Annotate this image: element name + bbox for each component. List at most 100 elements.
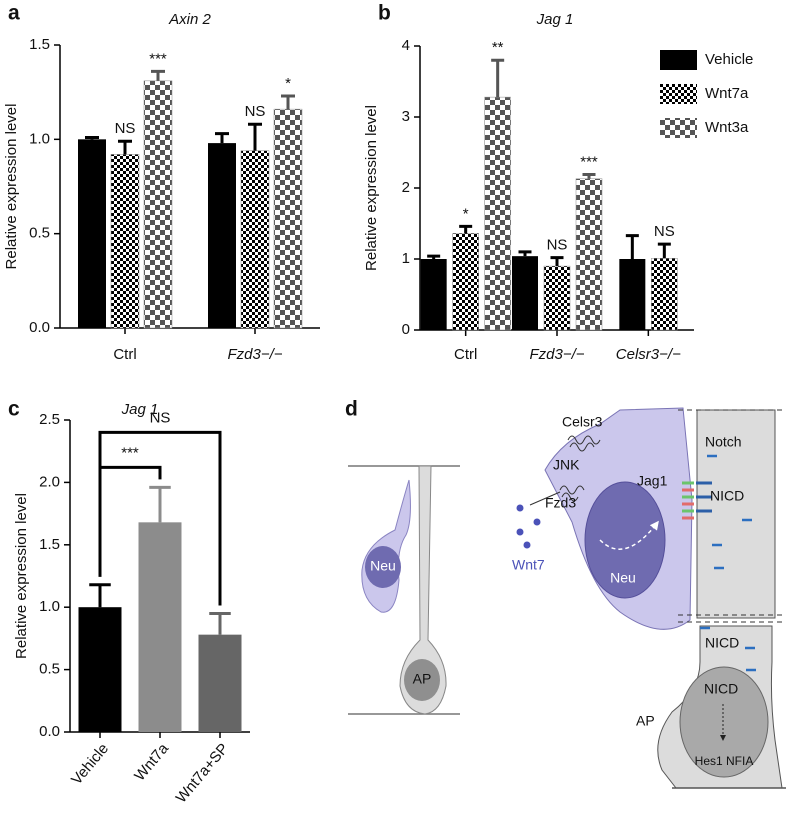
- x-tick-label: Wnt7a: [131, 740, 172, 785]
- bar: [273, 108, 303, 329]
- y-tick-label: 0: [402, 321, 410, 338]
- error-bar: [215, 132, 229, 144]
- receptors: [682, 481, 712, 520]
- bar: [78, 139, 106, 328]
- panel-letter: c: [8, 398, 20, 421]
- x-tick-label: Vehicle: [68, 740, 112, 788]
- nucleus: [679, 666, 769, 778]
- significance: NS: [547, 237, 568, 254]
- label: NICD: [704, 681, 738, 697]
- error-bar: [151, 69, 165, 81]
- y-tick-label: 1.5: [39, 536, 60, 553]
- panel-letter: d: [345, 398, 358, 421]
- legend-label: Wnt7a: [705, 85, 749, 102]
- bar: [138, 522, 182, 732]
- legend-swatch: [660, 84, 697, 104]
- y-tick-label: 0.0: [39, 723, 60, 740]
- error-bar: [491, 58, 505, 98]
- label: AP: [636, 713, 655, 729]
- error-bar: [209, 611, 231, 635]
- legend-label: Wnt3a: [705, 119, 749, 136]
- diagram: d AP Neu Celsr3 JNK Jag1 Notch NICD Fzd3…: [345, 398, 786, 789]
- significance: NS: [245, 103, 266, 120]
- comparison-label: ***: [121, 444, 139, 461]
- error-bar: [248, 122, 262, 151]
- progenitor-process: [696, 409, 776, 619]
- label: Notch: [705, 434, 742, 450]
- x-tick-label: Celsr3−/−: [616, 346, 681, 363]
- bar: [420, 259, 447, 330]
- error-bar: [459, 224, 473, 234]
- label: Celsr3: [562, 414, 603, 430]
- y-tick-label: 3: [402, 108, 410, 125]
- y-tick-label: 0.5: [29, 225, 50, 242]
- error-bar: [118, 139, 132, 155]
- y-tick-label: 4: [402, 37, 410, 54]
- chart-title: Axin 2: [168, 11, 211, 28]
- label: JNK: [553, 457, 580, 473]
- error-bar: [89, 583, 111, 608]
- chart-title: Jag 1: [536, 11, 574, 28]
- significance: NS: [115, 120, 136, 137]
- bar: [452, 233, 479, 331]
- nucleus: [365, 546, 401, 588]
- wnt-dots: [516, 504, 541, 549]
- label: Fzd3: [545, 495, 576, 511]
- label: Hes1 NFIA: [695, 754, 754, 768]
- x-tick-label: Ctrl: [454, 346, 477, 363]
- nucleus: [404, 659, 440, 701]
- comparison-label: NS: [150, 409, 171, 426]
- y-tick-label: 2: [402, 179, 410, 196]
- y-tick-label: 1.0: [39, 598, 60, 615]
- y-axis-label: Relative expression level: [3, 104, 20, 270]
- nicd-marks: [700, 454, 756, 672]
- error-bar: [149, 485, 171, 523]
- bar: [619, 259, 646, 330]
- label: NICD: [705, 635, 739, 651]
- bar: [484, 96, 511, 331]
- legend-swatch: [660, 118, 697, 138]
- panel-letter: a: [8, 2, 20, 25]
- error-bar: [550, 256, 564, 267]
- x-tick-label: Fzd3−/−: [227, 346, 282, 363]
- legend-label: Vehicle: [705, 51, 753, 68]
- bar: [110, 154, 140, 329]
- panel-letter: b: [378, 2, 391, 25]
- error-bar: [281, 94, 295, 110]
- significance: ***: [580, 153, 598, 170]
- significance: ***: [149, 50, 167, 67]
- error-bar: [657, 242, 671, 259]
- x-tick-label: Ctrl: [113, 346, 136, 363]
- error-bar: [518, 250, 532, 257]
- label: Neu: [610, 570, 636, 586]
- y-axis-label: Relative expression level: [13, 493, 30, 659]
- bar: [512, 256, 538, 330]
- x-tick-label: Wnt7a+SP: [173, 740, 232, 806]
- error-bar: [582, 173, 596, 179]
- bar: [240, 150, 270, 329]
- error-bar: [625, 234, 639, 259]
- bar: [575, 178, 603, 331]
- y-tick-label: 1.5: [29, 36, 50, 53]
- y-tick-label: 0.0: [29, 319, 50, 336]
- error-bar: [427, 254, 441, 259]
- significance: NS: [654, 223, 675, 240]
- significance: *: [285, 75, 291, 92]
- receptor-coils: [529, 435, 601, 506]
- label: AP: [413, 671, 432, 687]
- label: Jag1: [637, 473, 668, 489]
- bar: [78, 607, 122, 732]
- significance: **: [492, 39, 504, 56]
- bar: [543, 265, 571, 331]
- progenitor-cell: [399, 465, 447, 715]
- nucleus: [584, 481, 666, 599]
- chart-title: Jag 1: [121, 401, 159, 418]
- error-bar: [85, 135, 99, 140]
- label: NICD: [710, 488, 744, 504]
- bar: [143, 80, 173, 329]
- label: Neu: [370, 558, 396, 574]
- x-tick-label: Fzd3−/−: [529, 346, 584, 363]
- comparison-bracket: [98, 430, 222, 606]
- arrow: [599, 520, 659, 550]
